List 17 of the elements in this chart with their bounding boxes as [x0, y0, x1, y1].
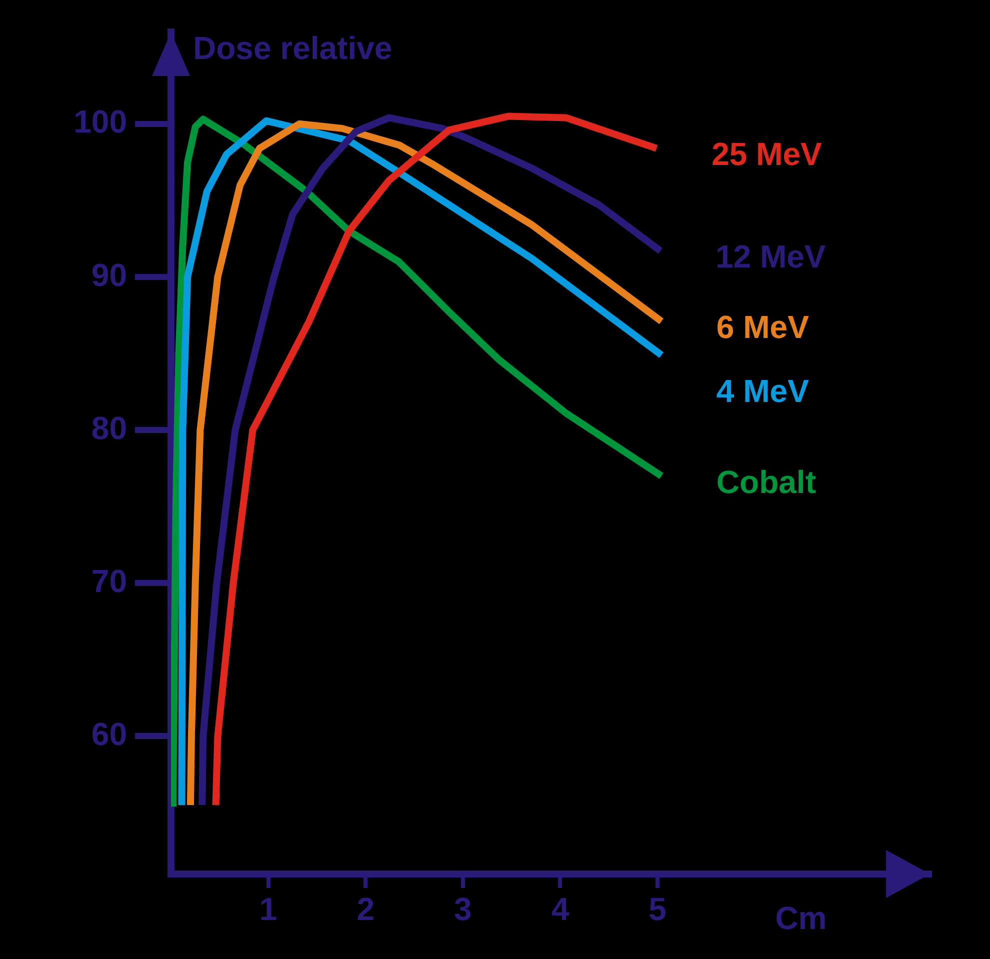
series-label: 25 MeV — [712, 136, 823, 172]
y-tick-label: 70 — [91, 562, 127, 599]
x-tick-label: 5 — [648, 891, 666, 928]
series-label: 12 MeV — [715, 238, 826, 275]
y-tick-label: 90 — [91, 256, 127, 293]
x-tick-label: 4 — [551, 891, 570, 928]
x-axis-title: Cm — [775, 900, 827, 936]
x-tick-label: 2 — [356, 891, 375, 928]
y-axis-title: Dose relative — [193, 30, 392, 66]
series-label: Cobalt — [716, 464, 816, 500]
x-tick-label: 1 — [259, 891, 278, 928]
y-tick-label: 60 — [91, 716, 127, 752]
y-tick-label: 80 — [91, 410, 127, 446]
series-label: 4 MeV — [716, 373, 810, 410]
x-tick-label: 3 — [454, 891, 472, 928]
series-label: 6 MeV — [716, 309, 810, 346]
y-tick-label: 100 — [74, 104, 127, 140]
